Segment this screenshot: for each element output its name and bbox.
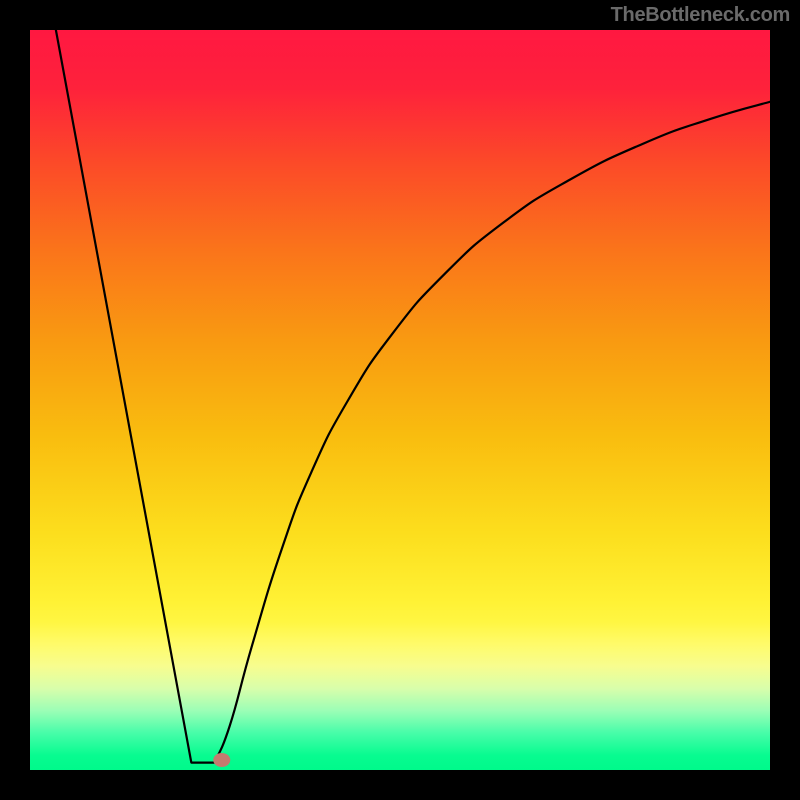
plot-area [30,30,770,770]
bottleneck-marker [213,753,231,767]
watermark-text: TheBottleneck.com [611,4,790,27]
chart-frame: TheBottleneck.com [0,0,800,800]
bottleneck-curve [30,30,770,770]
